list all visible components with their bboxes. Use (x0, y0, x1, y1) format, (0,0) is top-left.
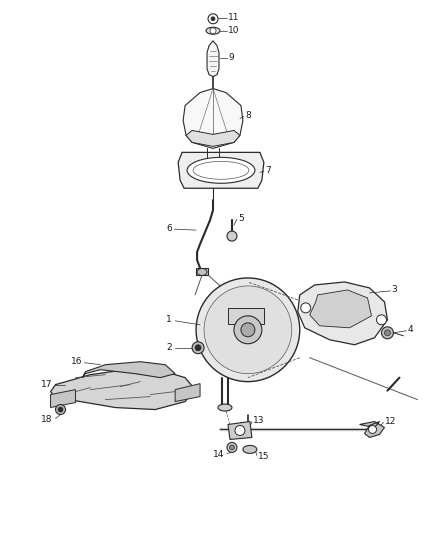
Text: 1: 1 (166, 316, 172, 324)
Polygon shape (310, 290, 371, 328)
Text: 3: 3 (392, 286, 397, 294)
Ellipse shape (197, 269, 207, 276)
Polygon shape (50, 390, 75, 408)
Circle shape (301, 303, 311, 313)
Circle shape (56, 405, 66, 415)
Text: 11: 11 (228, 13, 240, 22)
Polygon shape (82, 362, 175, 378)
Polygon shape (178, 152, 264, 188)
Circle shape (385, 330, 390, 336)
Circle shape (377, 315, 386, 325)
Polygon shape (360, 422, 385, 438)
Polygon shape (50, 370, 195, 409)
Ellipse shape (187, 157, 255, 183)
Polygon shape (228, 422, 252, 439)
Circle shape (196, 278, 300, 382)
Text: 18: 18 (41, 415, 53, 424)
Ellipse shape (243, 446, 257, 454)
Polygon shape (183, 88, 243, 148)
Circle shape (381, 327, 393, 339)
Ellipse shape (218, 404, 232, 411)
Polygon shape (298, 282, 388, 345)
Circle shape (234, 316, 262, 344)
Polygon shape (228, 308, 264, 324)
Text: 8: 8 (245, 111, 251, 120)
Circle shape (230, 445, 234, 450)
Polygon shape (186, 131, 240, 147)
Polygon shape (175, 384, 200, 401)
Text: 7: 7 (265, 166, 271, 175)
Text: 5: 5 (238, 214, 244, 223)
Circle shape (227, 231, 237, 241)
Circle shape (58, 407, 63, 412)
Circle shape (235, 425, 245, 435)
Text: 12: 12 (385, 417, 396, 426)
Circle shape (195, 345, 201, 351)
Text: 9: 9 (228, 53, 234, 62)
Text: 13: 13 (253, 416, 265, 425)
Text: 6: 6 (166, 224, 172, 232)
Circle shape (192, 342, 204, 354)
Polygon shape (196, 268, 208, 275)
Circle shape (227, 442, 237, 453)
Polygon shape (207, 41, 219, 77)
Text: 4: 4 (407, 325, 413, 334)
Text: 17: 17 (41, 380, 53, 389)
Circle shape (210, 28, 216, 34)
Circle shape (208, 14, 218, 24)
Text: 2: 2 (166, 343, 172, 352)
Circle shape (241, 323, 255, 337)
Text: 15: 15 (258, 452, 269, 461)
Circle shape (368, 425, 377, 433)
Text: 10: 10 (228, 26, 240, 35)
Ellipse shape (206, 27, 220, 34)
Circle shape (211, 17, 215, 21)
Text: 14: 14 (212, 450, 224, 459)
Text: 16: 16 (71, 357, 82, 366)
Circle shape (204, 286, 292, 374)
